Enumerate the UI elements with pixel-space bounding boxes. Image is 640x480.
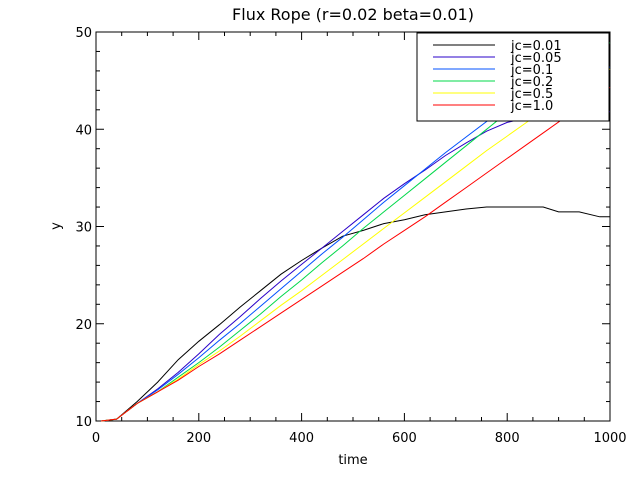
chart-title: Flux Rope (r=0.02 beta=0.01) [232, 5, 474, 24]
x-tick-label: 0 [92, 431, 100, 446]
y-tick-label: 10 [75, 415, 92, 430]
y-axis: 10 20 30 40 50 [75, 26, 610, 430]
x-axis-label: time [338, 453, 367, 468]
series-line-jc-1-0 [101, 86, 611, 422]
y-tick-label: 40 [75, 123, 92, 138]
legend-label: jc=0.5 [510, 87, 553, 102]
y-tick-label: 30 [75, 221, 92, 236]
legend-label: jc=0.05 [510, 51, 562, 66]
x-tick-label: 1000 [593, 431, 626, 446]
legend-label: jc=0.1 [510, 63, 553, 78]
legend-label: jc=0.01 [510, 39, 562, 54]
legend-label: jc=0.2 [510, 75, 553, 90]
x-tick-label: 600 [392, 431, 417, 446]
y-tick-label: 50 [75, 26, 92, 41]
x-tick-label: 400 [289, 431, 314, 446]
legend-label: jc=1.0 [510, 99, 553, 114]
x-axis: 0 200 400 600 800 1000 [92, 32, 627, 446]
y-tick-label: 20 [75, 318, 92, 333]
legend-box [416, 32, 610, 122]
y-axis-label: y [49, 222, 64, 230]
series-line-jc-0-01 [101, 206, 610, 422]
series-line-jc-0-5 [101, 68, 611, 422]
x-tick-label: 200 [186, 431, 211, 446]
x-tick-label: 800 [495, 431, 520, 446]
